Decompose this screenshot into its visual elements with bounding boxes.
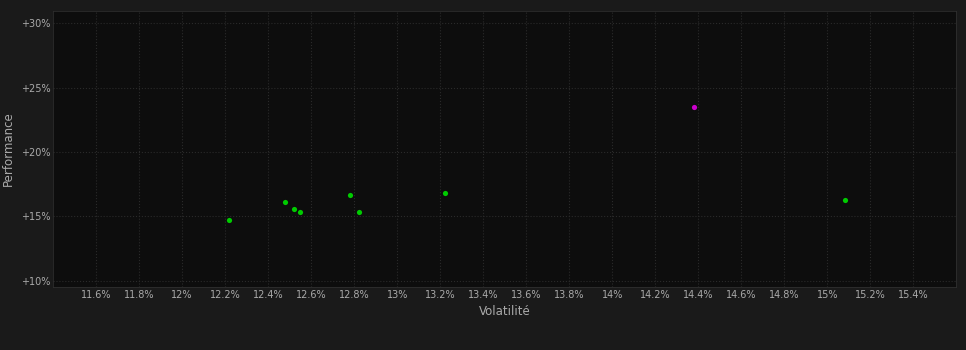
Point [437, 190, 452, 196]
Point [277, 199, 293, 205]
Point [351, 209, 366, 215]
Point [222, 217, 238, 223]
Point [837, 197, 852, 202]
Y-axis label: Performance: Performance [2, 111, 15, 186]
Point [286, 206, 301, 211]
Point [342, 192, 357, 198]
Point [293, 210, 308, 215]
X-axis label: Volatilité: Volatilité [479, 305, 530, 318]
Point [686, 104, 701, 110]
